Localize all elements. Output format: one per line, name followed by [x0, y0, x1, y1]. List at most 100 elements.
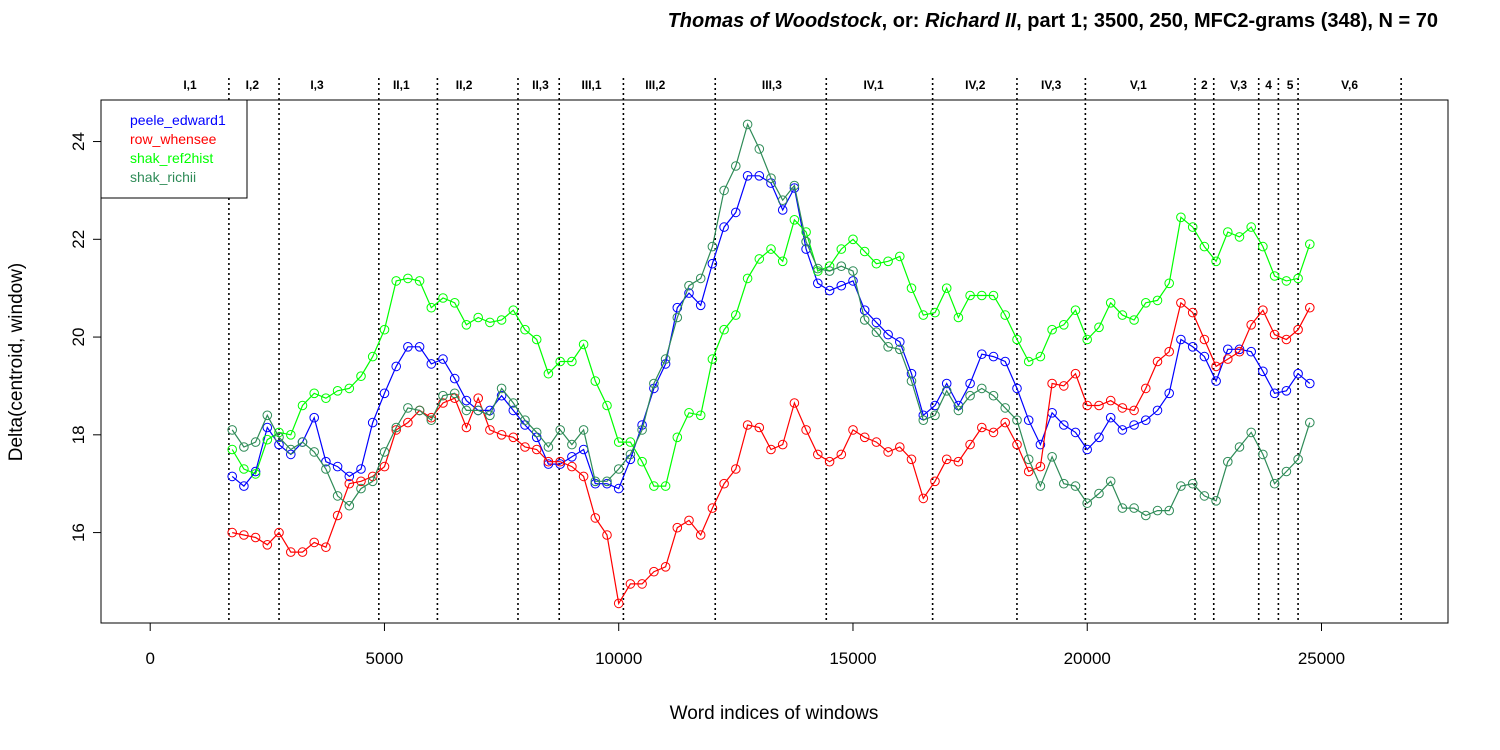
data-point	[262, 540, 273, 550]
data-point	[449, 373, 460, 384]
x-axis-label: Word indices of windows	[670, 703, 879, 724]
data-point	[344, 383, 355, 394]
data-point	[766, 173, 776, 183]
data-point	[660, 562, 671, 572]
data-point	[649, 481, 659, 491]
data-point	[742, 420, 753, 430]
data-point	[1152, 295, 1163, 306]
legend-box	[100, 99, 248, 199]
data-point	[1281, 386, 1292, 396]
scene-label: III,3	[762, 78, 782, 92]
data-point	[391, 425, 402, 435]
data-point	[824, 266, 835, 276]
data-point	[1105, 395, 1116, 406]
data-point	[836, 449, 847, 460]
data-point	[286, 430, 296, 440]
data-point	[227, 425, 237, 435]
data-point	[297, 400, 308, 411]
data-point	[578, 339, 589, 350]
data-point	[906, 368, 917, 379]
data-point	[1176, 298, 1186, 308]
data-point	[1223, 227, 1233, 237]
x-tick-label: 20000	[1064, 649, 1111, 668]
data-point	[239, 464, 249, 474]
title-segment: Richard II	[925, 10, 1017, 32]
data-point	[1164, 388, 1174, 399]
data-point	[777, 195, 788, 205]
data-point	[1164, 505, 1174, 516]
data-point	[262, 434, 273, 445]
data-point	[1234, 442, 1245, 452]
data-point	[766, 444, 776, 455]
data-point	[344, 471, 355, 482]
data-point	[895, 251, 905, 262]
data-point	[1070, 427, 1081, 438]
data-point	[461, 395, 472, 406]
chart-title: Thomas of Woodstock, or: Richard II, par…	[668, 10, 1438, 32]
data-point	[1000, 417, 1011, 428]
data-point	[1105, 412, 1116, 423]
data-point	[1012, 383, 1022, 394]
data-point	[332, 510, 343, 521]
scene-label: I,2	[246, 78, 260, 92]
data-point	[707, 503, 718, 513]
data-point	[414, 276, 425, 286]
scene-label: 2	[1201, 78, 1208, 92]
data-point	[403, 403, 413, 413]
data-point	[567, 439, 577, 450]
data-point	[309, 537, 320, 548]
data-point	[906, 454, 917, 465]
data-point	[438, 354, 448, 364]
series-layer	[227, 119, 1315, 609]
legend-entry: peele_edward1	[130, 112, 226, 128]
x-tick-label: 10000	[595, 649, 642, 668]
data-point	[848, 276, 858, 286]
data-point	[473, 312, 484, 323]
data-point	[1117, 503, 1128, 513]
data-point	[590, 476, 601, 487]
data-point	[426, 359, 437, 369]
data-point	[1223, 344, 1233, 355]
data-point	[1012, 439, 1022, 450]
data-point	[391, 422, 402, 433]
data-point	[1023, 454, 1034, 465]
data-point	[1023, 415, 1034, 426]
data-point	[1269, 388, 1280, 399]
scene-label: V,6	[1341, 78, 1358, 92]
data-point	[965, 439, 975, 450]
data-point	[649, 566, 659, 577]
data-point	[286, 547, 296, 557]
data-point	[344, 500, 355, 511]
data-point	[731, 310, 741, 320]
data-point	[1211, 376, 1221, 386]
data-point	[1141, 510, 1151, 521]
data-point	[1117, 403, 1128, 413]
data-point	[332, 386, 343, 396]
scene-label: II,3	[532, 78, 549, 92]
data-point	[367, 417, 378, 428]
data-point	[1234, 232, 1245, 242]
data-point	[1199, 334, 1210, 345]
data-point	[684, 408, 694, 418]
data-point	[1281, 334, 1292, 345]
data-point	[1000, 403, 1011, 413]
data-point	[930, 410, 940, 421]
data-point	[824, 456, 835, 467]
scene-label: II,2	[456, 78, 473, 92]
data-point	[871, 317, 882, 328]
data-point	[367, 351, 378, 362]
scene-label: III,1	[582, 78, 602, 92]
data-point	[590, 513, 601, 523]
legend: peele_edward1 row_whensee shak_ref2histsha…	[100, 99, 248, 199]
data-point	[250, 469, 261, 479]
series-line	[231, 216, 1311, 487]
data-point	[356, 464, 366, 474]
data-point	[309, 388, 320, 399]
data-point	[813, 263, 823, 274]
data-point	[426, 302, 437, 313]
data-point	[1129, 420, 1139, 430]
data-point	[1176, 212, 1186, 223]
x-tick-label: 15000	[829, 649, 876, 668]
data-point	[1305, 378, 1315, 389]
series-shak_richii	[227, 119, 1315, 521]
